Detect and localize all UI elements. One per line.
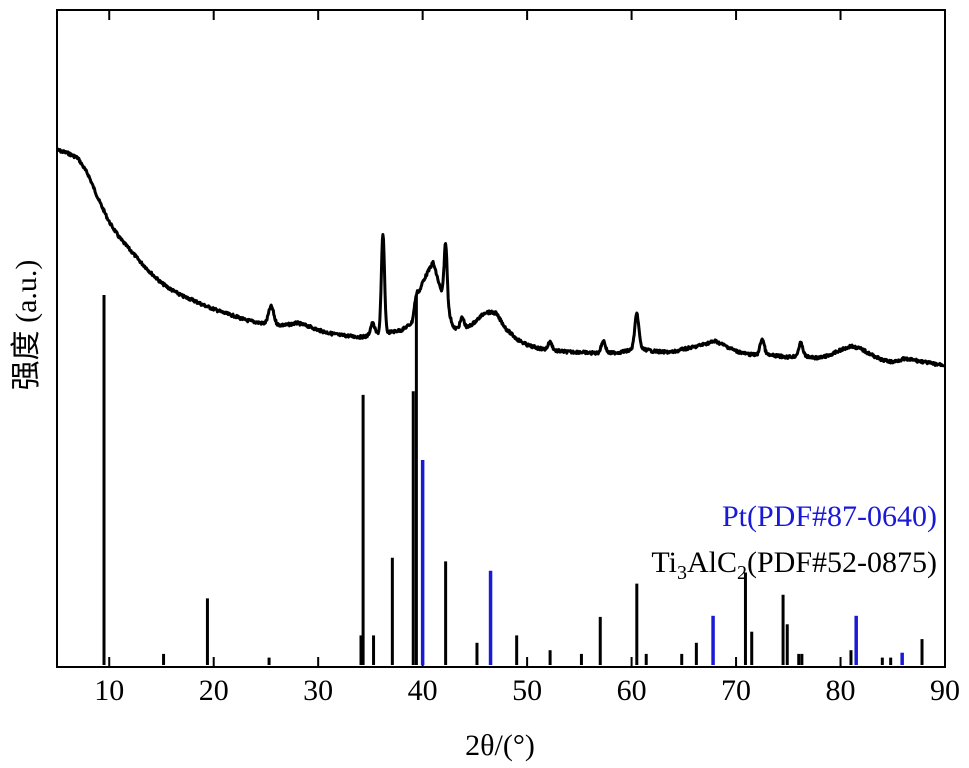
measured-pattern-line <box>56 147 946 368</box>
reference-peaks <box>102 295 924 665</box>
legend-text-part: Pt(PDF#87-0640) <box>722 500 937 533</box>
x-tick-label: 40 <box>408 674 438 707</box>
legend-text-part: Ti <box>651 546 677 579</box>
x-tick-label: 60 <box>617 674 647 707</box>
legend-entry-ti3alc2: Ti3AlC2(PDF#52-0875) <box>651 546 937 584</box>
x-tick-label: 30 <box>303 674 333 707</box>
x-axis-title: 2θ/(°) <box>465 729 535 762</box>
y-axis-title: 强度 (a.u.) <box>10 260 43 391</box>
x-tick-label: 10 <box>94 674 124 707</box>
x-tick-label: 90 <box>930 674 960 707</box>
x-tick-label: 50 <box>512 674 542 707</box>
legend-text-part: AlC <box>687 546 737 579</box>
legend-text-part: (PDF#52-0875) <box>747 546 937 579</box>
x-tick-label: 70 <box>721 674 751 707</box>
x-tick-label: 80 <box>826 674 856 707</box>
legend-entry-pt: Pt(PDF#87-0640) <box>722 500 937 533</box>
plot-frame <box>56 9 946 668</box>
legend-text-part: 3 <box>677 562 687 584</box>
legend-text-part: 2 <box>737 562 747 584</box>
x-tick-labels: 10 20 30 40 50 60 70 80 90 <box>94 674 960 707</box>
x-tick-label: 20 <box>199 674 229 707</box>
